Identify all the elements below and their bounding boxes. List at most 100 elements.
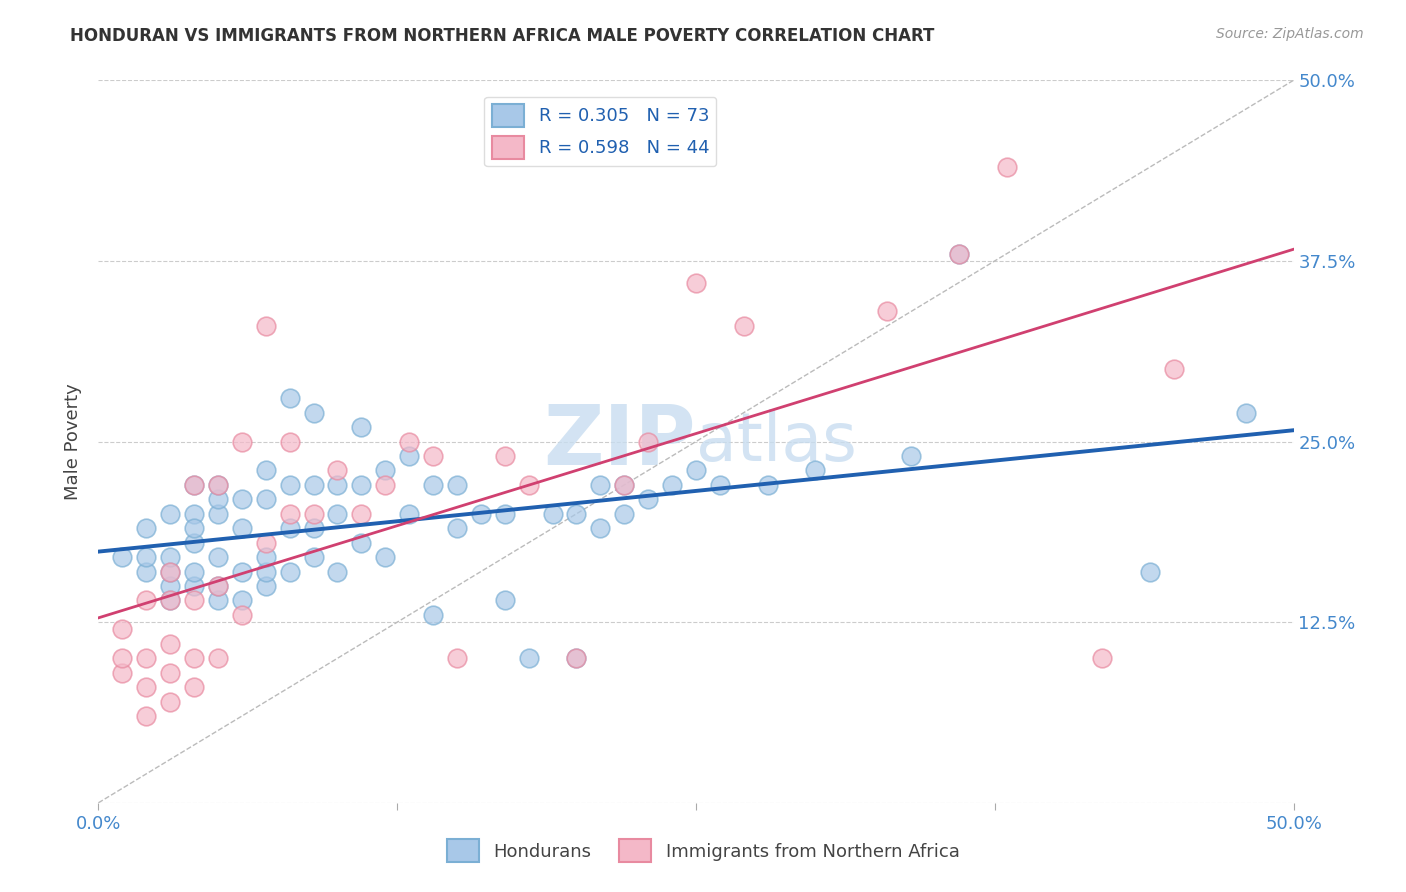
Point [398,449,420,463]
Point [135,565,157,579]
Point [565,507,588,521]
Point [709,478,731,492]
Point [111,665,134,680]
Point [398,434,420,449]
Point [398,507,420,521]
Point [135,521,157,535]
Point [422,449,444,463]
Point [876,304,898,318]
Point [159,507,181,521]
Point [183,579,205,593]
Point [278,521,301,535]
Point [374,463,396,477]
Point [422,607,444,622]
Point [207,478,229,492]
Point [517,651,540,665]
Point [159,637,181,651]
Point [207,593,229,607]
Point [374,550,396,565]
Point [111,651,134,665]
Point [494,507,516,521]
Point [231,565,253,579]
Point [685,463,707,477]
Point [207,579,229,593]
Point [231,607,253,622]
Point [254,550,277,565]
Point [183,478,205,492]
Point [207,492,229,507]
Point [948,246,970,260]
Point [231,521,253,535]
Point [900,449,922,463]
Point [685,276,707,290]
Point [207,507,229,521]
Point [207,550,229,565]
Text: HONDURAN VS IMMIGRANTS FROM NORTHERN AFRICA MALE POVERTY CORRELATION CHART: HONDURAN VS IMMIGRANTS FROM NORTHERN AFR… [70,27,935,45]
Point [637,492,659,507]
Point [565,651,588,665]
Point [470,507,492,521]
Point [494,449,516,463]
Point [494,593,516,607]
Text: Source: ZipAtlas.com: Source: ZipAtlas.com [1216,27,1364,41]
Point [278,434,301,449]
Point [613,507,636,521]
Point [183,680,205,694]
Point [254,463,277,477]
Point [541,507,564,521]
Point [231,492,253,507]
Point [159,565,181,579]
Point [183,565,205,579]
Point [159,665,181,680]
Point [159,593,181,607]
Point [302,406,325,420]
Text: ZIP: ZIP [544,401,696,482]
Point [254,535,277,549]
Point [183,478,205,492]
Point [302,550,325,565]
Point [326,478,349,492]
Point [326,565,349,579]
Point [135,709,157,723]
Point [995,160,1018,174]
Point [302,521,325,535]
Point [350,535,373,549]
Point [254,565,277,579]
Point [231,434,253,449]
Point [350,478,373,492]
Point [1234,406,1257,420]
Point [254,579,277,593]
Point [613,478,636,492]
Point [278,565,301,579]
Point [446,651,468,665]
Point [159,565,181,579]
Legend: R = 0.305   N = 73, R = 0.598   N = 44: R = 0.305 N = 73, R = 0.598 N = 44 [484,96,717,167]
Point [159,593,181,607]
Point [1139,565,1161,579]
Point [254,318,277,333]
Point [183,593,205,607]
Point [446,521,468,535]
Point [613,478,636,492]
Point [1091,651,1114,665]
Point [302,507,325,521]
Y-axis label: Male Poverty: Male Poverty [65,384,83,500]
Point [183,521,205,535]
Point [350,507,373,521]
Point [111,623,134,637]
Point [135,593,157,607]
Point [278,478,301,492]
Point [207,651,229,665]
Point [374,478,396,492]
Point [517,478,540,492]
Point [183,507,205,521]
Point [135,550,157,565]
Point [207,579,229,593]
Point [159,550,181,565]
Point [948,246,970,260]
Point [183,651,205,665]
Point [302,478,325,492]
Point [350,420,373,434]
Point [446,478,468,492]
Point [326,463,349,477]
